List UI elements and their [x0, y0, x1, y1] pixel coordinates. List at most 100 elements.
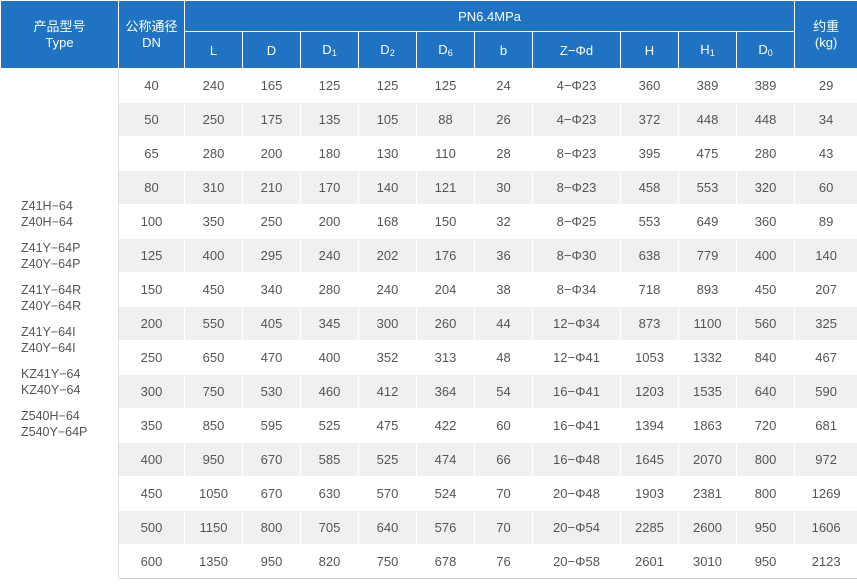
- weight-header-unit: (kg): [814, 34, 838, 50]
- column-header: D1: [300, 31, 359, 69]
- table-cell: 750: [184, 374, 243, 409]
- table-cell: 170: [300, 170, 359, 205]
- model-group: KZ41Y−64 KZ40Y−64: [21, 366, 118, 398]
- table-row: 200 550 405 345 300 260 44 12−Φ34 873 1100 560 325: [1, 306, 857, 341]
- weight-cell: 2123: [794, 544, 857, 579]
- table-cell: 130: [358, 136, 417, 171]
- table-cell: 1332: [678, 340, 737, 375]
- dn-cell: 450: [118, 476, 185, 511]
- table-cell: 76: [474, 544, 533, 579]
- table-cell: 1863: [678, 408, 737, 443]
- table-cell: 280: [184, 136, 243, 171]
- table-cell: 8−Φ23: [532, 170, 621, 205]
- dn-cell: 40: [118, 68, 185, 103]
- table-row: 80 310 210 170 140 121 30 8−Φ23 458 553 320 60: [1, 170, 857, 205]
- table-cell: 16−Φ48: [532, 442, 621, 477]
- table-cell: 678: [416, 544, 475, 579]
- table-cell: 350: [184, 204, 243, 239]
- table-cell: 16−Φ41: [532, 408, 621, 443]
- model-code: KZ41Y−64: [21, 366, 81, 381]
- table-cell: 44: [474, 306, 533, 341]
- table-cell: 873: [620, 306, 679, 341]
- table-cell: 135: [300, 102, 359, 137]
- table-cell: 525: [300, 408, 359, 443]
- table-cell: 640: [735, 374, 796, 409]
- column-header-subscript: 2: [389, 48, 395, 58]
- weight-cell: 140: [794, 238, 857, 273]
- table-cell: 66: [474, 442, 533, 477]
- column-header-row: L D D1 D2 D6 b Z−Φd H H1 D0: [1, 31, 857, 69]
- column-header: D2: [358, 31, 417, 69]
- table-cell: 820: [300, 544, 359, 579]
- column-header: b: [474, 31, 533, 69]
- column-header-subscript: 0: [767, 48, 773, 58]
- table-cell: 150: [416, 204, 475, 239]
- weight-cell: 29: [794, 68, 857, 103]
- table-cell: 705: [300, 510, 359, 545]
- table-cell: 300: [358, 306, 417, 341]
- table-cell: 800: [735, 442, 796, 477]
- table-cell: 12−Φ34: [532, 306, 621, 341]
- column-header: D6: [416, 31, 475, 69]
- table-cell: 352: [358, 340, 417, 375]
- table-cell: 36: [474, 238, 533, 273]
- model-group: Z41H−64 Z40H−64: [21, 198, 118, 230]
- table-cell: 448: [678, 102, 737, 137]
- table-row: Z41H−64 Z40H−64 Z41Y−64P Z40Y−64P Z41Y−64R Z4…: [0, 68, 857, 579]
- model-code: Z540H−64: [21, 408, 80, 423]
- model-code: Z41Y−64R: [21, 282, 82, 297]
- table-cell: 32: [474, 204, 533, 239]
- table-cell: 125: [358, 68, 417, 103]
- weight-cell: 60: [794, 170, 857, 205]
- table-row: 100 350 250 200 168 150 32 8−Φ25 553 649 360 89: [1, 204, 857, 239]
- model-code: Z41Y−64P: [21, 240, 81, 255]
- table-cell: 1203: [620, 374, 679, 409]
- table-cell: 670: [242, 442, 301, 477]
- table-cell: 200: [300, 204, 359, 239]
- table-cell: 4−Φ23: [532, 102, 621, 137]
- column-header-label: H: [700, 42, 710, 57]
- table-row: 300 750 530 460 412 364 54 16−Φ41 1203 1535 640 590: [1, 374, 857, 409]
- table-cell: 560: [735, 306, 796, 341]
- weight-cell: 590: [794, 374, 857, 409]
- table-cell: 313: [416, 340, 475, 375]
- table-cell: 54: [474, 374, 533, 409]
- dn-cell: 100: [118, 204, 185, 239]
- column-header-label: D: [438, 42, 448, 57]
- weight-cell: 467: [794, 340, 857, 375]
- table-cell: 524: [416, 476, 475, 511]
- table-row: 150 450 340 280 240 204 38 8−Φ34 718 893 450 207: [1, 272, 857, 307]
- table-cell: 595: [242, 408, 301, 443]
- column-header-label: D: [266, 42, 277, 58]
- table-cell: 16−Φ41: [532, 374, 621, 409]
- table-cell: 260: [416, 306, 475, 341]
- model-code: Z40Y−64I: [21, 340, 76, 355]
- table-cell: 638: [620, 238, 679, 273]
- table-cell: 28: [474, 136, 533, 171]
- table-cell: 448: [735, 102, 796, 137]
- table-cell: 460: [300, 374, 359, 409]
- dn-cell: 65: [118, 136, 185, 171]
- dn-cell: 80: [118, 170, 185, 205]
- table-cell: 202: [358, 238, 417, 273]
- dn-cell: 150: [118, 272, 185, 307]
- table-cell: 200: [242, 136, 301, 171]
- table-cell: 30: [474, 170, 533, 205]
- table-cell: 1535: [678, 374, 737, 409]
- table-cell: 405: [242, 306, 301, 341]
- weight-cell: 89: [794, 204, 857, 239]
- column-header-subscript: 1: [331, 48, 337, 58]
- column-header-label: D: [380, 42, 390, 57]
- column-header-label: L: [209, 42, 218, 58]
- table-cell: 8−Φ25: [532, 204, 621, 239]
- table-cell: 2070: [678, 442, 737, 477]
- table-header: 产品型号 Type 公称通径 DN PN6.4MPa 约重 (kg) L D D1 D…: [0, 0, 857, 69]
- table-cell: 950: [735, 544, 796, 579]
- table-cell: 570: [358, 476, 417, 511]
- table-cell: 400: [184, 238, 243, 273]
- dn-cell: 200: [118, 306, 185, 341]
- table-cell: 458: [620, 170, 679, 205]
- table-cell: 400: [300, 340, 359, 375]
- table-cell: 8−Φ30: [532, 238, 621, 273]
